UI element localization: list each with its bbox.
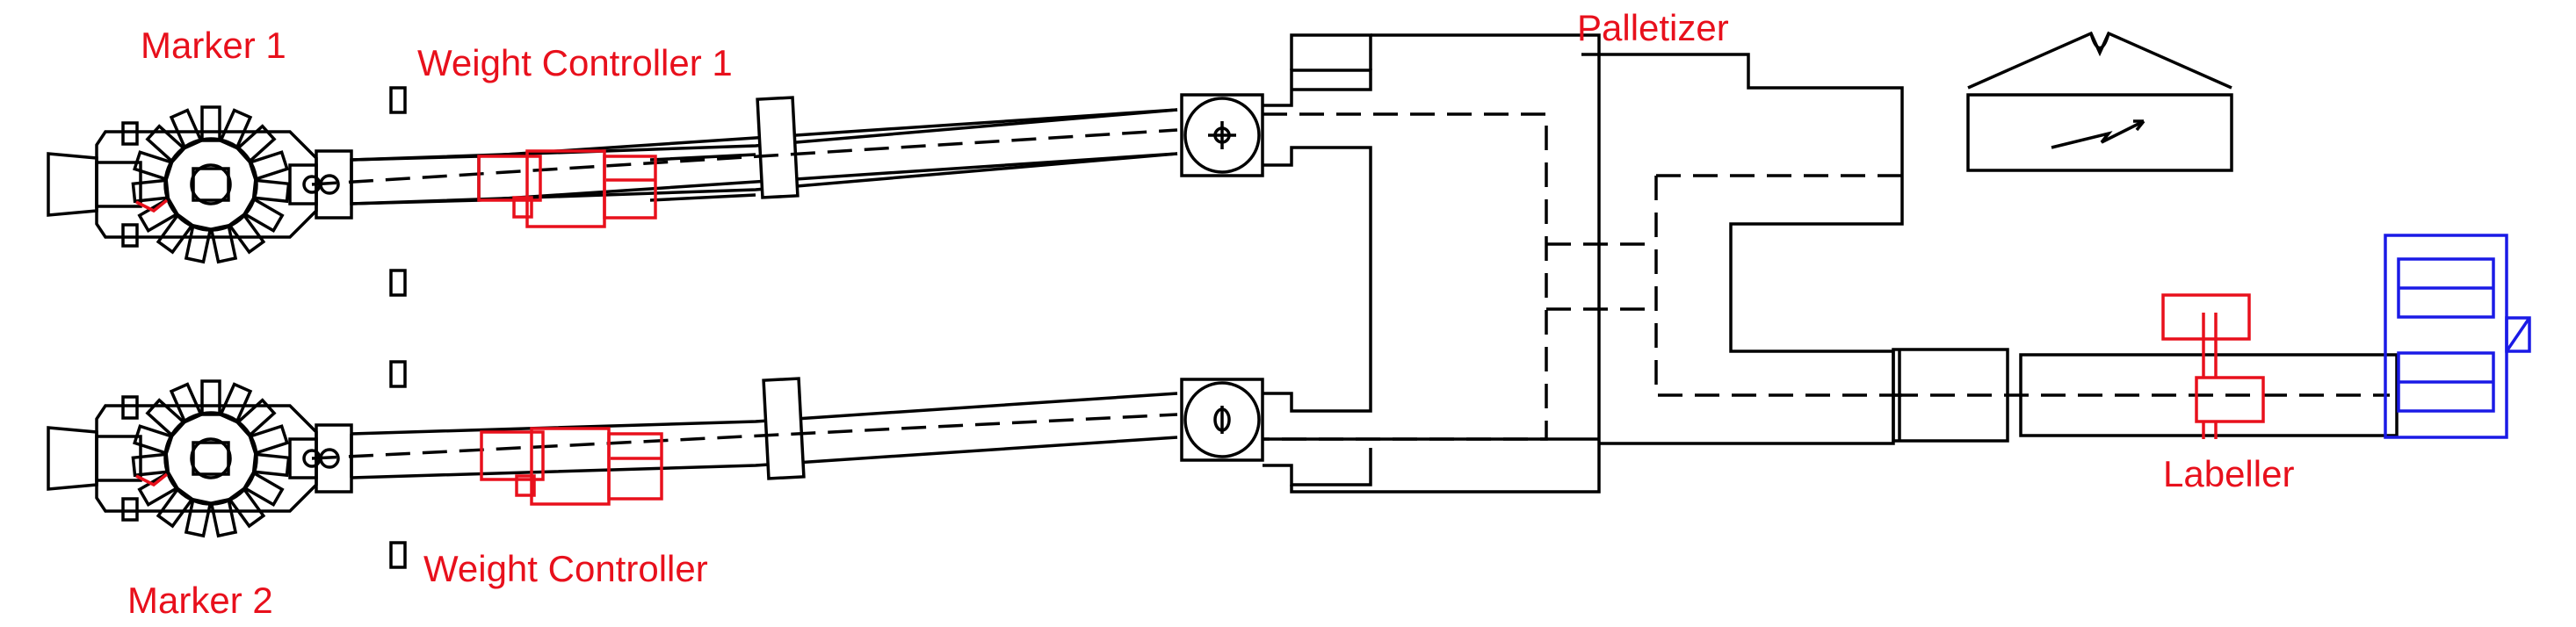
- conveyor-2-centerline: [311, 413, 1178, 460]
- conveyor-1-centerline: [311, 128, 1178, 186]
- junction-node-1: [1180, 93, 1264, 177]
- merge-structure: [1263, 33, 1656, 494]
- end-of-line-machine: [2384, 234, 2531, 439]
- sensor-marker: [389, 86, 407, 114]
- marker-2-label: Marker 2: [127, 580, 273, 621]
- junction-node-2: [1180, 378, 1264, 462]
- marker-1-machine: [47, 105, 353, 263]
- palletizer-label: Palletizer: [1577, 7, 1729, 48]
- weight-controller-1: [477, 149, 657, 228]
- marker-2-machine: [47, 379, 353, 537]
- palletizer: [1581, 53, 1904, 445]
- marker-1-label: Marker 1: [141, 25, 286, 66]
- weight-controller-2: [480, 427, 663, 506]
- labeller: [2161, 293, 2265, 439]
- weight-controller-1-label: Weight Controller 1: [417, 42, 733, 83]
- weight-controller-2-label: Weight Controller: [423, 548, 708, 589]
- output-conveyor: [1892, 348, 2399, 443]
- conveyor-1-support: [756, 96, 800, 199]
- sensor-marker: [389, 541, 407, 569]
- electrical-panel-icon: [1966, 31, 2233, 172]
- sensor-marker: [389, 269, 407, 297]
- conveyor-2: [351, 392, 1178, 479]
- conveyor-2-support: [762, 377, 806, 480]
- sensor-marker: [389, 360, 407, 388]
- labeller-label: Labeller: [2163, 453, 2294, 494]
